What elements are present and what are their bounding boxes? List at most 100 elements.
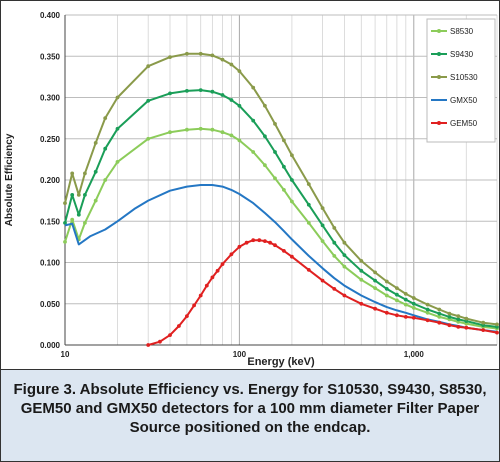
data-point-s9430	[373, 278, 377, 283]
data-point-s8530	[273, 176, 277, 181]
data-point-gem50	[177, 324, 181, 328]
data-point-s9430	[332, 240, 337, 245]
data-point-s8530	[185, 127, 189, 132]
series-s10530	[63, 51, 499, 327]
data-point-s9430	[103, 146, 108, 151]
data-point-s10530	[290, 153, 294, 158]
legend-label-s8530: S8530	[450, 27, 474, 36]
data-point-s8530	[373, 286, 377, 290]
legend-label-s10530: S10530	[450, 73, 478, 82]
data-point-s10530	[237, 69, 242, 73]
data-point-s10530	[495, 322, 499, 327]
data-point-gem50	[215, 268, 220, 273]
legend-label-s9430: S9430	[450, 50, 474, 59]
data-point-s8530	[146, 136, 151, 141]
data-point-s10530	[425, 302, 430, 307]
data-point-s8530	[332, 254, 337, 258]
y-tick-label: 0.150	[40, 217, 61, 226]
data-point-s10530	[83, 171, 87, 176]
data-point-s9430	[263, 134, 267, 139]
data-point-s9430	[185, 89, 189, 93]
data-point-gem50	[210, 275, 215, 280]
data-point-s9430	[229, 98, 234, 102]
data-point-s10530	[146, 64, 151, 69]
data-point-s9430	[210, 89, 215, 94]
data-point-gem50	[204, 283, 209, 288]
y-axis-label: Absolute Efficiency	[4, 133, 15, 226]
y-tick-label: 0.400	[40, 11, 61, 20]
data-point-gem50	[282, 249, 286, 253]
data-point-s9430	[411, 301, 416, 306]
y-tick-label: 0.300	[40, 94, 61, 103]
data-point-s9430	[359, 268, 364, 273]
data-point-s10530	[282, 138, 286, 143]
data-point-s10530	[332, 226, 337, 230]
data-point-s10530	[464, 316, 469, 321]
data-point-s9430	[251, 118, 256, 123]
data-point-s9430	[220, 93, 225, 97]
data-point-s10530	[185, 51, 189, 56]
data-point-s8530	[306, 221, 311, 225]
data-point-gem50	[158, 339, 162, 344]
data-point-s8530	[342, 264, 347, 269]
data-point-gem50	[257, 238, 262, 243]
y-tick-label: 0.250	[40, 135, 61, 144]
data-point-gem50	[290, 254, 294, 259]
data-point-gem50	[263, 239, 267, 244]
data-point-s10530	[168, 55, 172, 59]
data-point-s8530	[168, 130, 172, 135]
data-point-gem50	[192, 303, 197, 308]
data-point-s9430	[320, 223, 325, 228]
data-point-s10530	[70, 171, 75, 176]
data-point-s8530	[251, 150, 256, 154]
data-point-s10530	[437, 307, 442, 312]
data-point-gem50	[464, 325, 469, 330]
y-tick-label: 0.050	[40, 300, 61, 309]
data-point-s9430	[63, 221, 67, 225]
data-point-gem50	[411, 315, 416, 320]
data-point-s8530	[229, 133, 234, 138]
data-point-s10530	[198, 51, 203, 56]
data-point-s9430	[456, 317, 461, 322]
data-point-s9430	[83, 193, 87, 197]
data-point-s10530	[210, 53, 215, 58]
data-point-s10530	[229, 62, 234, 67]
data-point-gem50	[395, 313, 399, 318]
data-point-s10530	[395, 286, 399, 290]
data-point-s10530	[359, 259, 364, 263]
data-point-s8530	[290, 199, 294, 204]
data-point-s10530	[373, 270, 377, 275]
data-point-s8530	[210, 127, 215, 132]
data-point-s10530	[263, 103, 267, 108]
data-point-s8530	[237, 138, 242, 143]
data-point-s10530	[220, 57, 225, 62]
data-point-s8530	[115, 160, 120, 164]
x-tick-label: 1,000	[404, 350, 425, 359]
data-point-s10530	[320, 206, 325, 211]
data-point-gem50	[495, 330, 499, 335]
data-point-gem50	[146, 343, 151, 347]
x-tick-label: 10	[61, 350, 70, 359]
y-tick-label: 0.000	[40, 341, 61, 350]
data-point-s8530	[83, 221, 87, 225]
data-point-s10530	[447, 311, 452, 316]
data-point-s9430	[70, 193, 75, 197]
data-point-s10530	[403, 292, 408, 296]
data-point-s10530	[456, 314, 461, 318]
data-point-gem50	[198, 293, 203, 298]
data-point-gem50	[268, 240, 272, 245]
data-point-s8530	[395, 298, 399, 303]
x-axis-label: Energy (keV)	[247, 356, 315, 368]
data-point-s10530	[93, 141, 98, 145]
data-point-gem50	[168, 333, 172, 337]
data-point-s8530	[359, 277, 364, 282]
data-point-gem50	[220, 262, 225, 266]
data-point-s8530	[220, 130, 225, 135]
legend-marker-s10530	[437, 75, 441, 79]
data-point-s8530	[437, 315, 442, 319]
data-point-gem50	[456, 325, 461, 329]
data-point-s10530	[384, 279, 389, 284]
data-point-gem50	[244, 240, 249, 245]
data-point-s9430	[395, 292, 399, 297]
data-point-s8530	[93, 198, 98, 203]
